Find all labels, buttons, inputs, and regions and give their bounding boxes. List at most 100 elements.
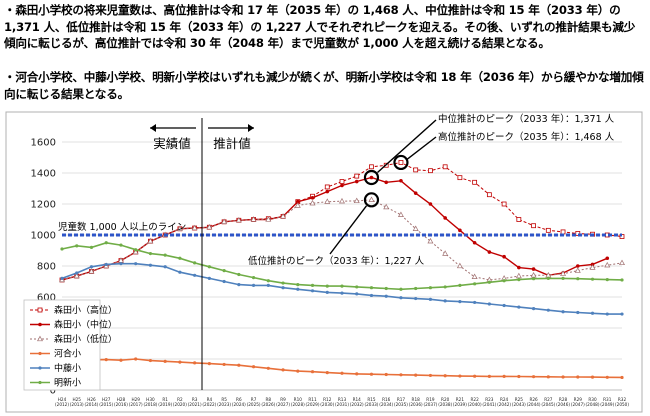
point-0-21	[369, 164, 374, 170]
x-tick-era-2: H26	[87, 397, 96, 402]
point-5-7	[163, 253, 167, 257]
point-3-9	[193, 361, 197, 365]
point-5-26	[443, 285, 447, 289]
point-4-17	[310, 289, 315, 293]
point-1-18	[325, 189, 330, 194]
legend-swatch-marker-4	[38, 366, 42, 370]
series-group	[59, 160, 625, 380]
point-5-34	[561, 276, 565, 280]
point-4-21	[369, 293, 374, 298]
x-tick-era-9: R3	[192, 397, 198, 402]
point-5-32	[531, 277, 536, 281]
point-4-26	[443, 299, 447, 303]
point-4-27	[458, 300, 462, 304]
point-4-24	[414, 296, 418, 301]
x-tick-era-32: R26	[529, 397, 538, 402]
x-tick-era-24: R18	[412, 397, 421, 402]
point-1-22	[384, 180, 389, 185]
point-5-1	[75, 244, 79, 248]
x-tick-year-19: (2031)	[335, 402, 349, 407]
x-tick-era-20: R14	[353, 397, 362, 402]
x-tick-year-37: (2049)	[600, 402, 614, 407]
x-tick-era-36: R30	[588, 397, 597, 402]
x-tick-era-26: R20	[441, 397, 450, 402]
point-4-6	[148, 263, 153, 267]
point-3-10	[207, 362, 211, 366]
point-5-3	[104, 241, 108, 245]
x-tick-era-31: R25	[515, 397, 524, 402]
x-tick-year-18: (2030)	[320, 402, 334, 407]
point-3-16	[296, 369, 300, 373]
x-tick-labels: H24(2012)H25(2013)H26(2014)H27(2015)H28(…	[55, 397, 629, 407]
x-tick-era-5: H29	[131, 397, 140, 402]
x-tick-era-8: R2	[177, 397, 183, 402]
point-3-37	[605, 375, 609, 379]
point-4-3	[104, 262, 108, 267]
point-2-26	[442, 250, 449, 256]
x-tick-era-29: R23	[485, 397, 494, 402]
point-5-10	[207, 265, 211, 269]
x-tick-year-33: (2045)	[541, 402, 555, 407]
x-tick-year-16: (2028)	[291, 402, 305, 407]
point-4-14	[266, 283, 270, 287]
x-tick-year-26: (2038)	[438, 402, 452, 407]
x-tick-era-14: R8	[266, 397, 272, 402]
legend-label-0: 森田小（高位）	[54, 304, 117, 316]
point-5-28	[473, 282, 477, 286]
x-tick-era-34: R28	[559, 397, 568, 402]
x-tick-era-35: R29	[574, 397, 583, 402]
x-tick-era-18: R12	[323, 397, 332, 402]
x-tick-year-5: (2017)	[129, 402, 143, 407]
point-5-11	[222, 269, 226, 273]
chart-frame	[5, 111, 643, 413]
point-2-10	[206, 223, 213, 230]
threshold-label: 児童数 1,000 人以上のライン	[58, 221, 186, 233]
point-4-16	[296, 287, 300, 291]
point-0-27	[457, 175, 463, 181]
x-tick-era-3: H27	[102, 397, 111, 402]
low-peak-arrow	[329, 205, 368, 255]
point-4-37	[605, 312, 609, 316]
point-4-19	[340, 291, 344, 295]
series-4	[60, 262, 624, 316]
point-2-2	[88, 268, 95, 274]
point-3-24	[414, 373, 418, 377]
point-2-6	[147, 237, 154, 244]
point-4-33	[546, 308, 550, 312]
point-4-30	[502, 303, 506, 308]
point-2-19	[339, 197, 345, 204]
x-tick-era-6: H30	[146, 397, 155, 402]
low-peak-annotation: 低位推計のピーク（2033 年）：1,227 人	[248, 255, 425, 267]
point-3-3	[104, 358, 108, 362]
point-4-22	[384, 294, 388, 298]
point-3-8	[178, 360, 182, 364]
x-tick-era-25: R19	[426, 397, 435, 402]
y-tick-600: 600	[37, 293, 56, 304]
x-tick-year-36: (2048)	[586, 402, 600, 407]
point-1-25	[428, 202, 433, 206]
x-tick-year-32: (2044)	[527, 402, 541, 407]
legend-label-3: 河合小	[54, 348, 81, 360]
point-5-38	[620, 278, 624, 282]
point-3-25	[428, 373, 433, 378]
series-line-2	[61, 199, 623, 281]
x-tick-year-3: (2015)	[99, 402, 113, 407]
x-tick-year-35: (2047)	[571, 402, 585, 407]
point-2-38	[619, 259, 625, 266]
point-3-11	[222, 362, 226, 367]
x-tick-year-14: (2026)	[261, 402, 275, 407]
x-tick-year-31: (2043)	[512, 402, 526, 407]
point-5-13	[251, 276, 256, 280]
x-tick-era-33: R27	[544, 397, 553, 402]
y-tick-1200: 1200	[31, 200, 56, 211]
point-5-4	[119, 243, 123, 247]
point-3-38	[620, 375, 624, 380]
point-4-15	[281, 286, 285, 290]
x-tick-era-17: R11	[308, 397, 317, 402]
actual-arrow-head	[150, 124, 156, 132]
point-0-24	[413, 167, 419, 173]
x-tick-year-24: (2036)	[409, 402, 423, 407]
x-tick-era-4: H28	[117, 397, 126, 402]
peak-circle-1	[363, 169, 380, 186]
